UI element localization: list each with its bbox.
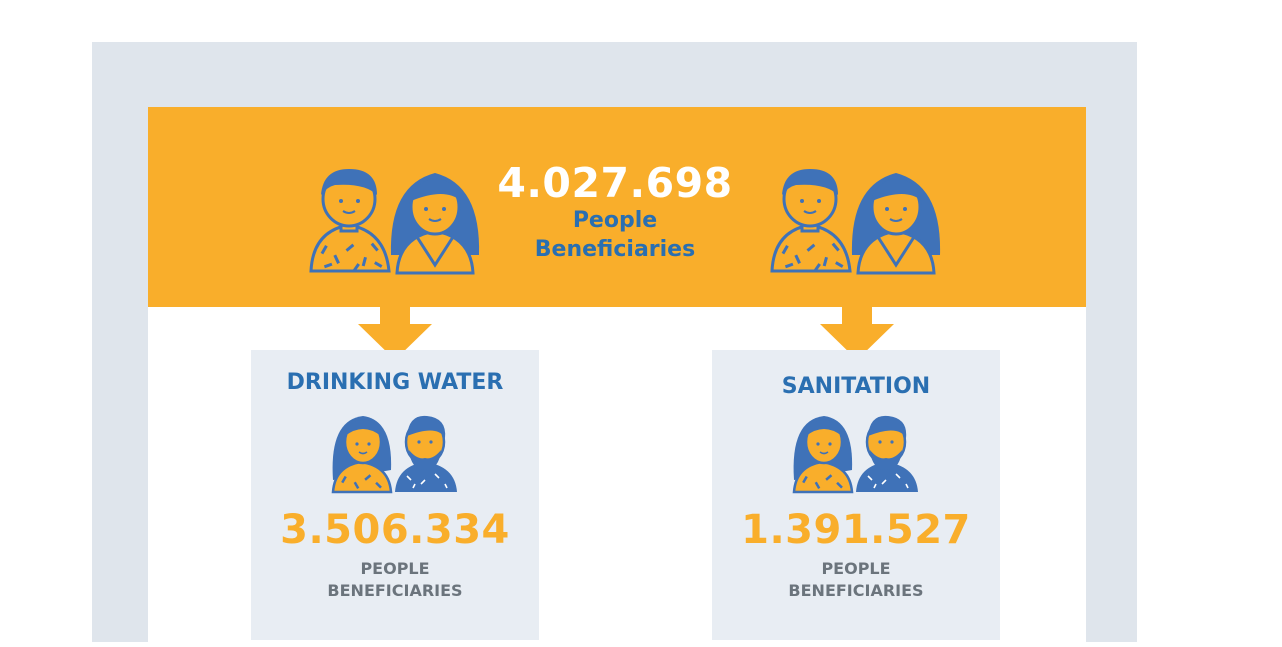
- man-and-woman-icon: [309, 169, 480, 275]
- card-value: 1.391.527: [741, 507, 971, 553]
- card-label: PEOPLE BENEFICIARIES: [712, 558, 1000, 602]
- woman-and-bearded-man-icon: [331, 415, 457, 494]
- man-icon: [770, 169, 852, 273]
- card-label-line1: PEOPLE: [821, 559, 891, 578]
- total-value: 4.027.698: [497, 159, 733, 207]
- man-and-woman-icon: [770, 169, 941, 275]
- card-label-line2: BENEFICIARIES: [327, 581, 463, 600]
- card-label-line1: PEOPLE: [360, 559, 430, 578]
- total-label-line2: Beneficiaries: [534, 237, 696, 262]
- total-label-line1: People: [572, 208, 658, 233]
- total-block: 4.027.698 People Beneficiaries: [455, 160, 775, 264]
- bearded-man-icon: [856, 415, 918, 492]
- arrow-down-icon: [358, 306, 432, 360]
- woman-icon: [390, 173, 480, 275]
- card-title: DRINKING WATER: [286, 370, 504, 395]
- card-label-line2: BENEFICIARIES: [788, 581, 924, 600]
- woman-icon: [331, 416, 393, 494]
- arrow-down-icon: [820, 306, 894, 360]
- card-label: PEOPLE BENEFICIARIES: [251, 558, 539, 602]
- card-value: 3.506.334: [280, 507, 510, 553]
- card-sanitation: SANITATION: [712, 350, 1000, 640]
- card-title: SANITATION: [781, 374, 931, 399]
- woman-and-bearded-man-icon: [792, 415, 918, 494]
- woman-icon: [851, 173, 941, 275]
- woman-icon: [792, 416, 854, 494]
- man-icon: [309, 169, 391, 273]
- card-drinking-water: DRINKING WATER: [251, 350, 539, 640]
- bearded-man-icon: [395, 415, 457, 492]
